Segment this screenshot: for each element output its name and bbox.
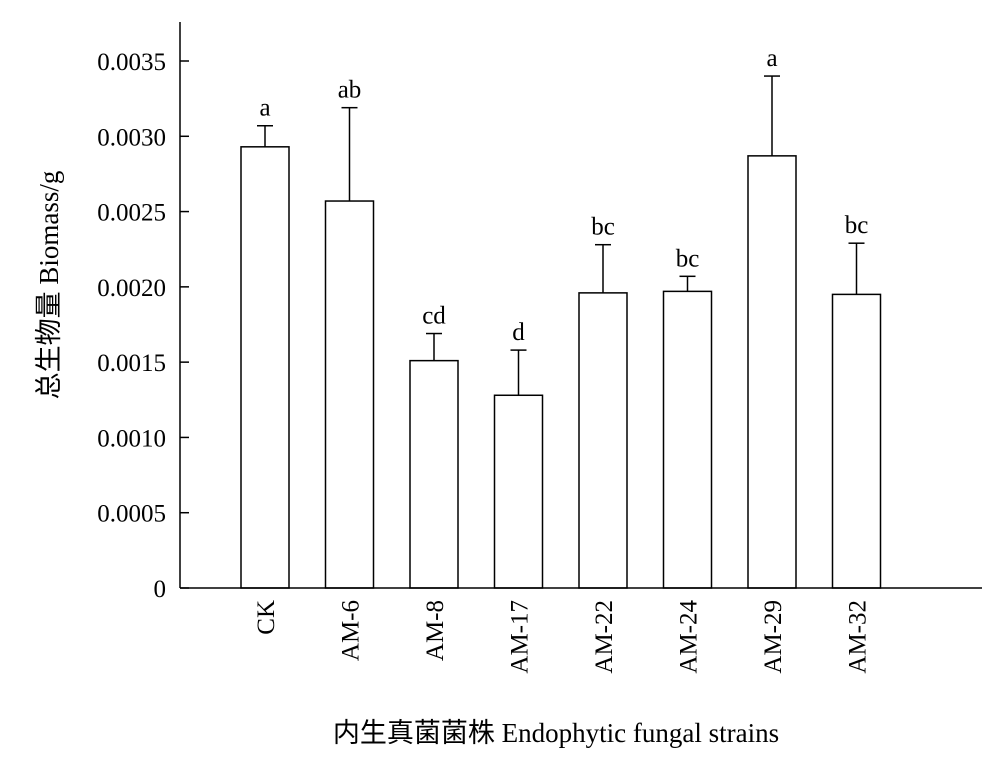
bar xyxy=(409,359,459,589)
bar xyxy=(240,146,290,589)
x-tick-label: AM-32 xyxy=(845,600,872,674)
y-tick-label: 0.0005 xyxy=(97,501,166,528)
error-bars xyxy=(257,75,865,396)
x-tick-label: AM-17 xyxy=(507,600,534,674)
bar xyxy=(493,394,544,589)
significance-letter: bc xyxy=(845,212,869,239)
y-tick-label: 0.0010 xyxy=(97,425,166,452)
significance-letter: ab xyxy=(338,77,362,104)
x-tick-label: AM-22 xyxy=(591,600,618,674)
error-bar xyxy=(764,75,780,156)
y-tick-label: 0.0030 xyxy=(97,124,166,151)
significance-letter: d xyxy=(512,319,525,346)
y-tick-label: 0.0015 xyxy=(97,350,166,377)
x-tick-label: AM-24 xyxy=(676,600,703,674)
y-tick-label: 0.0035 xyxy=(97,49,166,76)
error-bar xyxy=(679,275,696,292)
significance-letter: a xyxy=(259,95,270,122)
error-bar xyxy=(426,332,442,361)
y-tick-label: 0 xyxy=(154,576,167,603)
significance-letter: cd xyxy=(422,303,446,330)
bar xyxy=(747,155,797,589)
significance-letters: a ab cd d bc bc a bc xyxy=(259,45,868,346)
bar xyxy=(324,200,375,589)
x-tick-label: CK xyxy=(253,600,280,635)
error-bar xyxy=(510,349,527,396)
error-bar xyxy=(257,124,273,147)
bar xyxy=(578,292,628,589)
y-tick-label: 0.0025 xyxy=(97,200,166,227)
y-axis-title: 总生物量 Biomass/g xyxy=(34,171,64,400)
bars xyxy=(240,146,882,589)
error-bar xyxy=(341,106,358,202)
error-bar xyxy=(848,242,865,295)
significance-letter: bc xyxy=(591,214,615,241)
x-tick-label: AM-6 xyxy=(338,600,365,661)
error-bar xyxy=(595,243,611,293)
x-tick-label: AM-29 xyxy=(760,600,787,674)
significance-letter: a xyxy=(766,45,777,72)
y-axis-ticks: 0 0.0005 0.0010 0.0015 0.0020 0.0025 0.0030 0.0… xyxy=(97,49,189,603)
significance-letter: bc xyxy=(676,245,700,272)
x-axis-title: 内生真菌菌株 Endophytic fungal strains xyxy=(333,718,779,748)
bar xyxy=(831,293,882,589)
x-tick-label: AM-8 xyxy=(422,600,449,661)
x-axis-tick-labels: CK AM-6 AM-8 AM-17 AM-22 AM-24 AM-29 AM-32 xyxy=(253,600,872,674)
y-tick-label: 0.0020 xyxy=(97,275,166,302)
bar xyxy=(662,290,713,589)
